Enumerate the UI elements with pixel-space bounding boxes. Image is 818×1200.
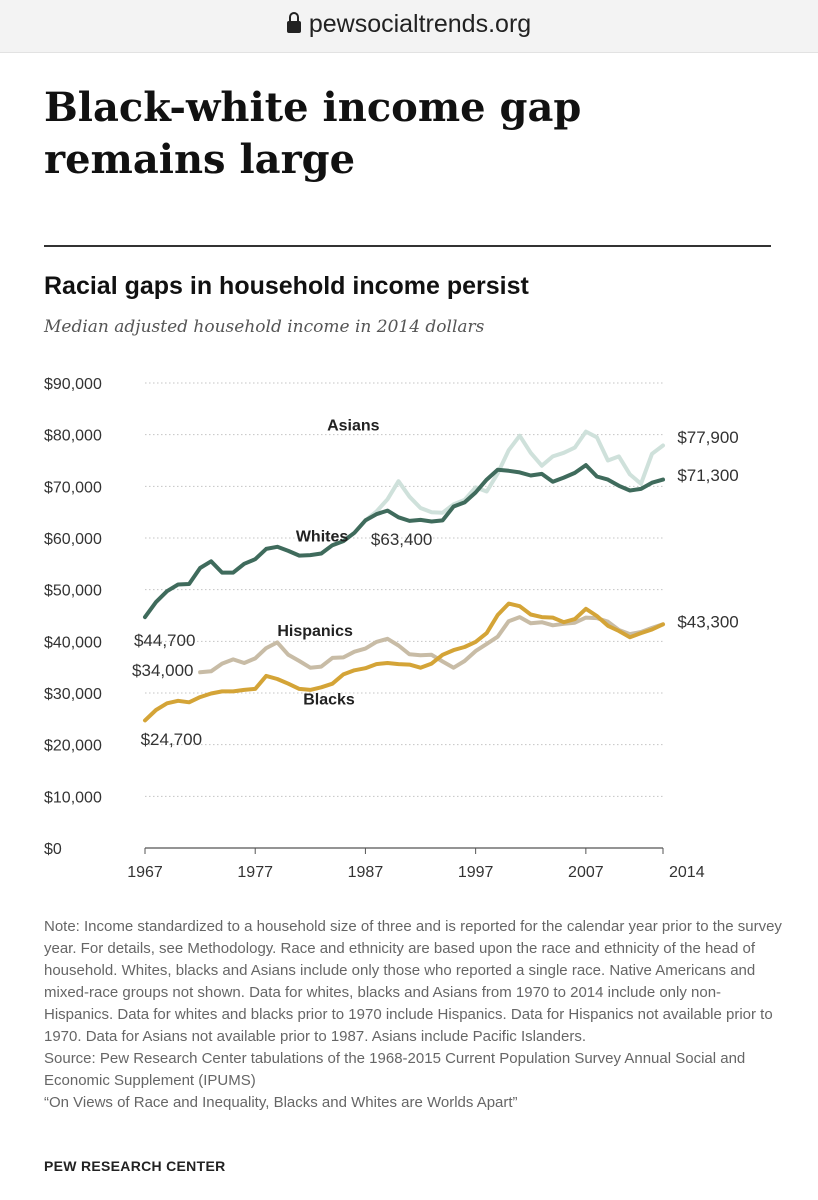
annotation-blacks-2014: $43,300: [677, 613, 738, 632]
lock-icon: [286, 12, 301, 33]
article-headline: Black-white income gap remains large: [44, 84, 582, 183]
series-label-asians: Asians: [327, 418, 380, 435]
series-line-hispanics: [198, 615, 665, 675]
series-label-blacks: Blacks: [303, 691, 355, 708]
y-tick-label: $20,000: [44, 738, 102, 755]
note-text: Note: Income standardized to a household…: [44, 918, 782, 1045]
domain-text: pewsocialtrends.org: [308, 10, 532, 38]
x-tick-label: 2007: [568, 864, 604, 881]
url-display[interactable]: pewsocialtrends.org: [0, 10, 818, 39]
y-tick-label: $80,000: [44, 428, 102, 445]
series-lines: [143, 429, 665, 723]
browser-address-bar[interactable]: pewsocialtrends.org: [0, 0, 818, 53]
x-tick-label: 1967: [127, 864, 163, 881]
pew-brand-logo: PEW RESEARCH CENTER: [44, 1158, 226, 1174]
income-line-chart: Racial gaps in household income persist …: [43, 272, 739, 881]
series-line-blacks: [143, 601, 665, 723]
annotation-hispanics-1972: $34,000: [132, 661, 193, 680]
y-tick-label: $30,000: [44, 686, 102, 703]
annotation-asians-2014: $77,900: [677, 428, 738, 447]
y-tick-label: $90,000: [44, 376, 102, 393]
source-text: Source: Pew Research Center tabulations …: [44, 1050, 746, 1089]
y-tick-label: $10,000: [44, 789, 102, 806]
x-tick-label: 1987: [348, 864, 384, 881]
annotation-whites-1967: $44,700: [134, 631, 195, 650]
annotation-blacks-1967: $24,700: [141, 730, 202, 749]
x-tick-label: 1977: [237, 864, 273, 881]
report-title: “On Views of Race and Inequality, Blacks…: [44, 1094, 518, 1111]
chart-subtitle: Median adjusted household income in 2014…: [43, 317, 485, 337]
chart-footnotes: Note: Income standardized to a household…: [44, 916, 784, 1114]
y-tick-label: $50,000: [44, 583, 102, 600]
y-tick-label: $60,000: [44, 531, 102, 548]
y-tick-label: $0: [44, 841, 62, 858]
series-line-asians: [363, 429, 665, 523]
y-tick-label: $40,000: [44, 634, 102, 651]
chart-title: Racial gaps in household income persist: [44, 272, 530, 300]
series-label-hispanics: Hispanics: [277, 623, 353, 640]
annotation-whites-2014: $71,300: [677, 466, 738, 485]
series-labels: Whites Asians Hispanics Blacks: [277, 418, 379, 709]
x-axis-ticks: 1967 1977 1987 1997 2007 2014: [127, 848, 705, 881]
y-axis-ticks: $0 $10,000 $20,000 $30,000 $40,000 $50,000 $60…: [44, 376, 102, 858]
series-line-whites: [143, 463, 665, 620]
annotation-whites-1987: $63,400: [371, 530, 432, 549]
x-tick-label: 2014: [669, 864, 705, 881]
series-label-whites: Whites: [296, 529, 349, 546]
gridlines: [145, 382, 663, 849]
data-annotations: $44,700 $63,400 $71,300 $77,900 $34,000 $24,7…: [132, 428, 739, 749]
y-tick-label: $70,000: [44, 479, 102, 496]
x-tick-label: 1997: [458, 864, 494, 881]
title-divider: [44, 245, 771, 247]
